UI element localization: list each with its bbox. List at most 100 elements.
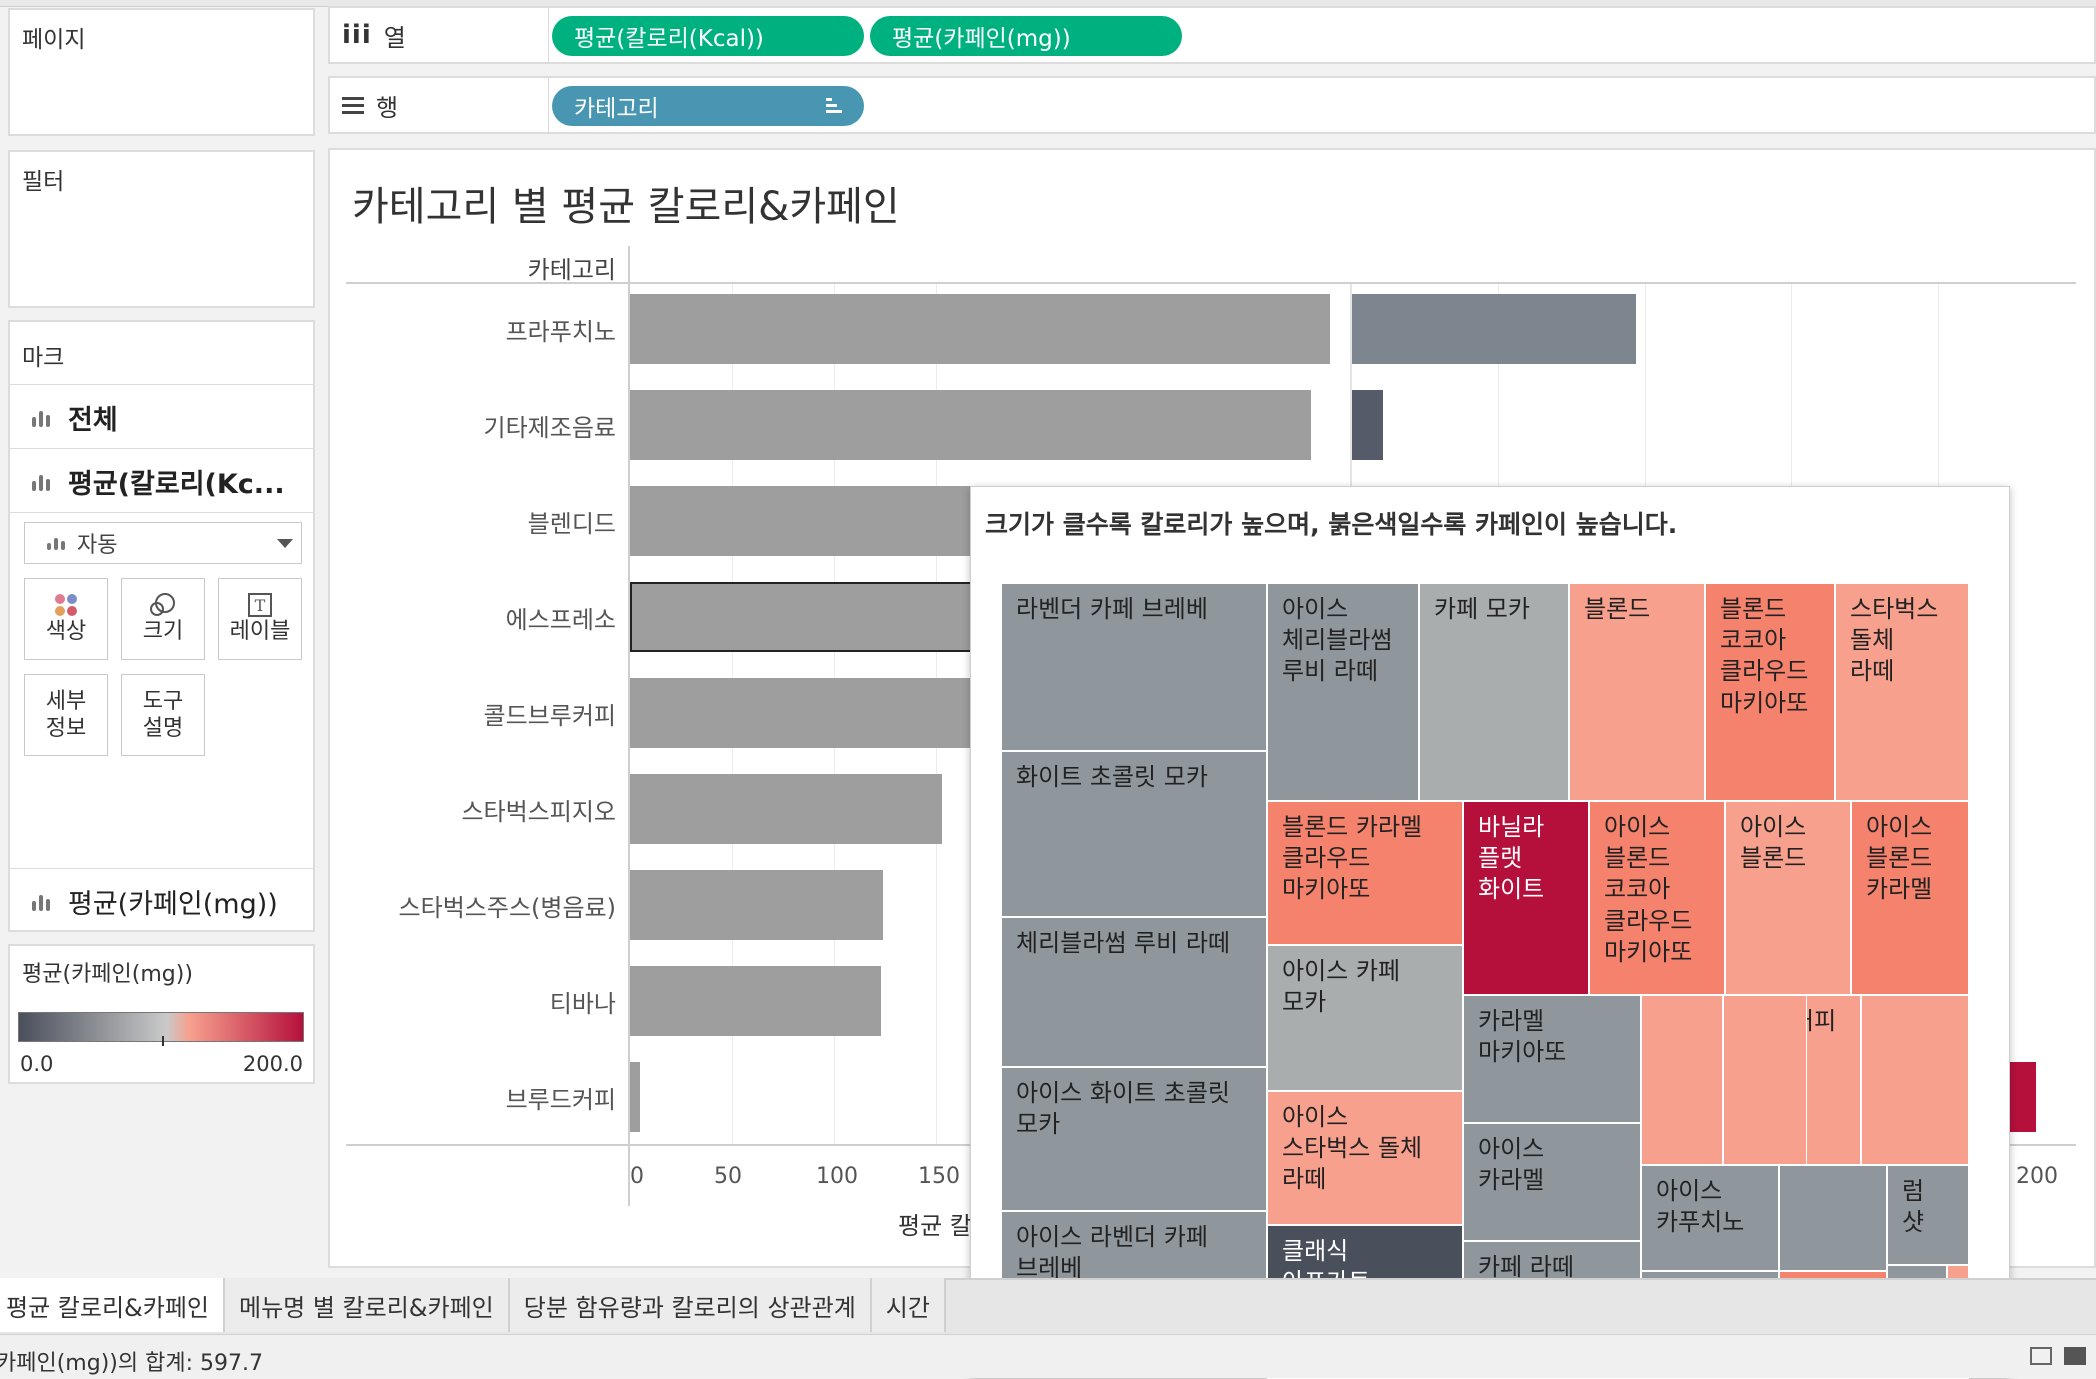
header-line [346, 282, 2076, 284]
tooltip-popup: 크기가 클수록 칼로리가 높으며, 붉은색일수록 카페인이 높습니다. 라벤더 … [970, 486, 2010, 1379]
marks-calorie-label: 평균(칼로리(Kc... [68, 468, 285, 500]
caffeine-bar[interactable] [1352, 294, 1636, 364]
bar-chart-icon [32, 471, 50, 491]
detail-button-label: 세부 정보 [45, 688, 87, 742]
color-legend-card[interactable]: 평균(카페인(mg)) 0.0 200.0 [8, 944, 315, 1084]
treemap-cell[interactable]: 카라멜 마키아또 [1463, 995, 1641, 1123]
treemap-cell[interactable]: 체리블라썸 루비 라떼 [1001, 917, 1267, 1067]
size-button[interactable]: 크기 [121, 578, 205, 660]
x-tick-label: 0 [630, 1164, 644, 1189]
grid-view-icon[interactable] [2030, 1347, 2052, 1365]
label-button-label: 레이블 [229, 619, 291, 645]
list-icon [342, 96, 364, 114]
treemap-cell[interactable]: 아이스 블론드 카라멜 [1851, 801, 1969, 995]
status-text: 카페인(mg))의 합계: 597.7 [0, 1351, 263, 1376]
tooltip-title: 크기가 클수록 칼로리가 높으며, 붉은색일수록 카페인이 높습니다. [985, 510, 1678, 539]
filters-label: 필터 [22, 169, 65, 195]
columns-shelf[interactable]: iii 열 평균(칼로리(Kcal)) 평균(카페인(mg)) [328, 6, 2096, 64]
treemap-cell[interactable]: 아이스 카라멜 [1463, 1123, 1641, 1241]
x-axis-label: 평균 칼 [898, 1212, 972, 1240]
marks-title: 마크 [22, 345, 65, 371]
treemap-cell-unlabeled[interactable] [1861, 995, 1969, 1165]
category-label: 프라푸치노 [505, 318, 616, 346]
row-pill-label: 카테고리 [574, 96, 659, 122]
column-pill-calorie[interactable]: 평균(칼로리(Kcal)) [552, 16, 864, 56]
x-tick-label-caffeine: 200 [2016, 1164, 2058, 1189]
row-pill-category[interactable]: 카테고리 [552, 86, 864, 126]
rows-shelf-label: 행 [376, 93, 399, 122]
marks-card: 마크 전체 평균(칼로리(Kc... 자동 색상 크기 T 레이블 세부 정보 … [8, 320, 315, 932]
tab-time[interactable]: 시간 [871, 1278, 946, 1332]
size-circles-icon [150, 593, 175, 617]
calorie-bar[interactable] [630, 390, 1312, 460]
category-label: 스타벅스피지오 [461, 798, 616, 826]
calorie-bar[interactable] [630, 966, 881, 1036]
treemap-cell[interactable]: 아이스 블론드 코코아 클라우드 마키아또 [1589, 801, 1725, 995]
bar-chart-icon [47, 536, 65, 550]
treemap-cell[interactable]: 아이스 체리블라썸 루비 라떼 [1267, 583, 1419, 801]
marks-all[interactable]: 전체 [10, 386, 313, 448]
category-axis-line [628, 246, 630, 1206]
sheet-tabs: 평균 칼로리&카페인 메뉴명 별 칼로리&카페인 당분 함유량과 칼로리의 상관… [0, 1278, 946, 1332]
label-button[interactable]: T 레이블 [218, 578, 302, 660]
detail-button[interactable]: 세부 정보 [24, 674, 108, 756]
treemap-cell-unlabeled[interactable] [1779, 1165, 1887, 1271]
color-button-label: 색상 [45, 619, 87, 645]
mark-type-dropdown[interactable]: 자동 [24, 522, 302, 564]
calorie-bar[interactable] [630, 582, 977, 652]
columns-shelf-label: 열 [383, 23, 406, 52]
marks-all-label: 전체 [68, 404, 118, 436]
calorie-bar[interactable] [630, 294, 1330, 364]
treemap-cell[interactable]: 아이스 블론드 [1725, 801, 1851, 995]
treemap-cell[interactable]: 아이스 스타벅스 돌체 라떼 [1267, 1091, 1463, 1225]
mark-type-value: 자동 [77, 533, 118, 558]
filters-card[interactable]: 필터 [8, 150, 315, 308]
calorie-bar[interactable] [630, 1062, 641, 1132]
treemap-cell[interactable]: 카페 모카 [1419, 583, 1569, 801]
category-label: 티바나 [549, 990, 616, 1018]
column-pill-caffeine[interactable]: 평균(카페인(mg)) [870, 16, 1182, 56]
category-label: 콜드브루커피 [483, 702, 616, 730]
filmstrip-icon[interactable] [2064, 1347, 2086, 1365]
caffeine-bar[interactable] [1352, 390, 1383, 460]
category-header: 카테고리 [527, 256, 616, 284]
treemap-cell[interactable]: 스타벅스 돌체 라떼 [1835, 583, 1969, 801]
view-title: 카테고리 별 평균 칼로리&카페인 [352, 184, 900, 230]
sort-descending-icon [826, 98, 842, 113]
calorie-bar[interactable] [630, 870, 883, 940]
svg-text:T: T [255, 596, 266, 615]
bar-chart-icon [32, 891, 50, 911]
legend-gradient [18, 1012, 304, 1042]
tab-sugar-calorie-correlation[interactable]: 당분 함유량과 칼로리의 상관관계 [509, 1278, 872, 1332]
treemap-cell-unlabeled[interactable] [1723, 995, 1807, 1165]
tooltip-button[interactable]: 도구 설명 [121, 674, 205, 756]
treemap-cell[interactable]: 블론드 코코아 클라우드 마키아또 [1705, 583, 1835, 801]
treemap-cell[interactable]: 아이스 화이트 초콜릿 모카 [1001, 1067, 1267, 1211]
treemap-cell[interactable]: 아이스 카페 모카 [1267, 945, 1463, 1091]
tab-menu-calorie-caffeine[interactable]: 메뉴명 별 칼로리&카페인 [224, 1278, 510, 1332]
marks-caffeine[interactable]: 평균(카페인(mg)) [10, 870, 313, 932]
legend-title: 평균(카페인(mg)) [22, 962, 193, 987]
pages-card[interactable]: 페이지 [8, 8, 315, 136]
category-label: 기타제조음료 [483, 414, 616, 442]
tab-avg-calorie-caffeine[interactable]: 평균 칼로리&카페인 [0, 1278, 225, 1332]
treemap-cell[interactable]: 블론드 카라멜 클라우드 마키아또 [1267, 801, 1463, 945]
x-tick-label: 100 [816, 1164, 858, 1189]
treemap-cell[interactable]: 아이스 카푸치노 [1641, 1165, 1779, 1271]
text-label-icon: T [248, 593, 272, 618]
rows-shelf[interactable]: 행 카테고리 [328, 76, 2096, 134]
marks-caffeine-label: 평균(카페인(mg)) [68, 888, 278, 920]
tooltip-button-label: 도구 설명 [142, 688, 184, 742]
calorie-bar[interactable] [630, 774, 943, 844]
treemap-cell[interactable]: 블론드 [1569, 583, 1705, 801]
marks-calorie[interactable]: 평균(칼로리(Kc... [10, 450, 313, 512]
category-label: 에스프레소 [505, 606, 616, 634]
category-label: 브루드커피 [505, 1086, 616, 1114]
treemap-cell[interactable]: 바닐라 플랫 화이트 [1463, 801, 1589, 995]
treemap-cell[interactable]: 라벤더 카페 브레베 [1001, 583, 1267, 751]
treemap-cell[interactable]: 화이트 초콜릿 모카 [1001, 751, 1267, 917]
treemap-cell-unlabeled[interactable] [1641, 995, 1723, 1165]
color-button[interactable]: 색상 [24, 578, 108, 660]
x-tick-label: 50 [714, 1164, 742, 1189]
treemap-cell[interactable]: 럼 샷 [1887, 1165, 1969, 1265]
